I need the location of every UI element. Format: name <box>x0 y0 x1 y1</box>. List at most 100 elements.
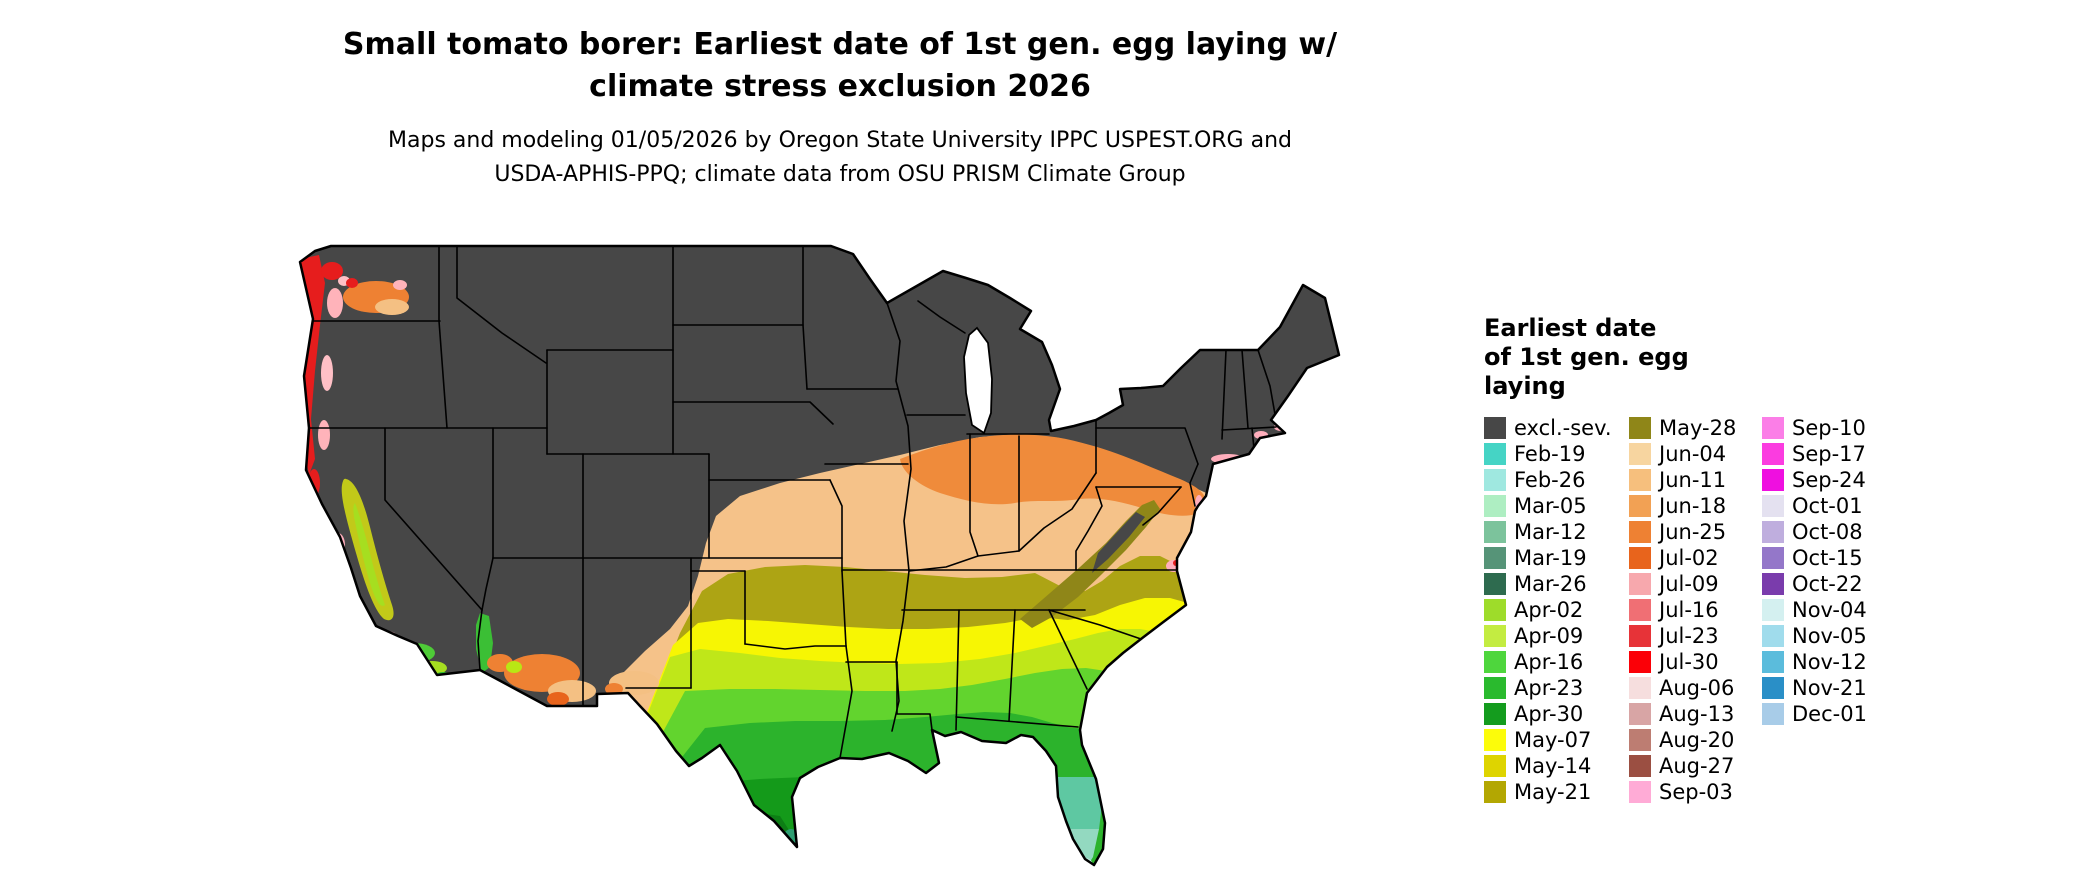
legend-item: Nov-21 <box>1762 675 1912 701</box>
legend-swatch <box>1629 443 1651 465</box>
page-subtitle-line-1: Maps and modeling 01/05/2026 by Oregon S… <box>388 128 1292 153</box>
legend-item: Feb-19 <box>1484 441 1629 467</box>
legend-label: Oct-08 <box>1792 520 1863 544</box>
legend-swatch <box>1629 495 1651 517</box>
us-choropleth-svg <box>298 244 1341 867</box>
legend-item: Mar-05 <box>1484 493 1629 519</box>
legend-label: Sep-03 <box>1659 780 1733 804</box>
legend-label: Oct-15 <box>1792 546 1863 570</box>
legend-swatch <box>1629 573 1651 595</box>
legend-label: May-21 <box>1514 780 1592 804</box>
legend-label: Jun-04 <box>1659 442 1727 466</box>
legend-item: excl.-sev. <box>1484 415 1629 441</box>
legend-item: Oct-22 <box>1762 571 1912 597</box>
legend-item: May-14 <box>1484 753 1629 779</box>
legend-label: May-28 <box>1659 416 1737 440</box>
legend-item: Jun-18 <box>1629 493 1762 519</box>
legend-title: Earliest date of 1st gen. egg laying <box>1484 314 2084 401</box>
legend-item: Apr-30 <box>1484 701 1629 727</box>
legend-label: Apr-02 <box>1514 598 1584 622</box>
legend-columns: excl.-sev. Feb-19 Feb-26 Mar-05 Mar-12 Mar-19… <box>1484 415 2084 805</box>
legend-item: Sep-03 <box>1629 779 1762 805</box>
legend-item: Jun-04 <box>1629 441 1762 467</box>
legend-column-2: May-28 Jun-04 Jun-11 Jun-18 Jun-25 Jul-02 Jul-… <box>1629 415 1762 805</box>
legend-swatch <box>1484 625 1506 647</box>
legend-item: Jul-09 <box>1629 571 1762 597</box>
legend-column-3: Sep-10 Sep-17 Sep-24 Oct-01 Oct-08 Oct-15 Oct-… <box>1762 415 1912 805</box>
legend-swatch <box>1629 781 1651 803</box>
legend-swatch <box>1484 469 1506 491</box>
page-subtitle-line-2: USDA-APHIS-PPQ; climate data from OSU PR… <box>494 162 1186 187</box>
page-title-line-2: climate stress exclusion 2026 <box>589 69 1091 104</box>
legend-swatch <box>1629 469 1651 491</box>
map-header: Small tomato borer: Earliest date of 1st… <box>60 24 1620 192</box>
legend-swatch <box>1484 755 1506 777</box>
legend-label: Sep-10 <box>1792 416 1866 440</box>
legend-swatch <box>1762 651 1784 673</box>
legend-swatch <box>1629 729 1651 751</box>
legend-label: Sep-24 <box>1792 468 1866 492</box>
legend-item: Jun-11 <box>1629 467 1762 493</box>
legend-column-1: excl.-sev. Feb-19 Feb-26 Mar-05 Mar-12 Mar-19… <box>1484 415 1629 805</box>
legend-label: Aug-06 <box>1659 676 1735 700</box>
legend-title-line-1: Earliest date <box>1484 314 1657 342</box>
legend-swatch <box>1762 521 1784 543</box>
legend-label: Jul-30 <box>1659 650 1719 674</box>
legend-swatch <box>1484 703 1506 725</box>
legend-label: Mar-19 <box>1514 546 1587 570</box>
us-map <box>240 221 1450 886</box>
legend-swatch <box>1762 573 1784 595</box>
legend-item: Sep-24 <box>1762 467 1912 493</box>
legend-label: Dec-01 <box>1792 702 1867 726</box>
legend-swatch <box>1629 625 1651 647</box>
legend-item: Sep-17 <box>1762 441 1912 467</box>
legend-label: Sep-17 <box>1792 442 1866 466</box>
legend-item: Aug-13 <box>1629 701 1762 727</box>
legend-swatch <box>1484 495 1506 517</box>
legend-item: Sep-10 <box>1762 415 1912 441</box>
legend-item: May-21 <box>1484 779 1629 805</box>
legend-label: May-14 <box>1514 754 1592 778</box>
legend-item: Jun-25 <box>1629 519 1762 545</box>
legend-label: Jun-18 <box>1659 494 1727 518</box>
legend-label: Feb-26 <box>1514 468 1586 492</box>
legend-item: Feb-26 <box>1484 467 1629 493</box>
legend-swatch <box>1762 703 1784 725</box>
legend-item: Jul-23 <box>1629 623 1762 649</box>
legend-title-line-3: laying <box>1484 372 1566 400</box>
legend-item: Apr-09 <box>1484 623 1629 649</box>
legend-swatch <box>1629 521 1651 543</box>
legend-label: Jul-09 <box>1659 572 1719 596</box>
legend-item: Jul-16 <box>1629 597 1762 623</box>
legend-label: Jun-11 <box>1659 468 1727 492</box>
legend-item: Nov-04 <box>1762 597 1912 623</box>
legend-label: Feb-19 <box>1514 442 1586 466</box>
legend-label: excl.-sev. <box>1514 416 1612 440</box>
legend-label: Nov-12 <box>1792 650 1867 674</box>
legend-swatch <box>1629 417 1651 439</box>
legend-item: Nov-05 <box>1762 623 1912 649</box>
legend-title-line-2: of 1st gen. egg <box>1484 343 1689 371</box>
legend-label: Apr-30 <box>1514 702 1584 726</box>
legend-item: Jul-30 <box>1629 649 1762 675</box>
legend-label: Apr-23 <box>1514 676 1584 700</box>
legend-swatch <box>1484 573 1506 595</box>
legend-item: Nov-12 <box>1762 649 1912 675</box>
legend-label: Apr-09 <box>1514 624 1584 648</box>
legend-label: Mar-26 <box>1514 572 1587 596</box>
legend-label: Aug-27 <box>1659 754 1735 778</box>
legend-label: Mar-12 <box>1514 520 1587 544</box>
legend-swatch <box>1762 469 1784 491</box>
legend-swatch <box>1629 677 1651 699</box>
legend-swatch <box>1484 521 1506 543</box>
legend-swatch <box>1629 547 1651 569</box>
legend-label: Jul-02 <box>1659 546 1719 570</box>
legend-item: May-28 <box>1629 415 1762 441</box>
legend-label: Jun-25 <box>1659 520 1727 544</box>
legend-label: Oct-22 <box>1792 572 1863 596</box>
legend-label: Nov-04 <box>1792 598 1867 622</box>
legend-label: May-07 <box>1514 728 1592 752</box>
legend-swatch <box>1484 547 1506 569</box>
legend-item: Apr-16 <box>1484 649 1629 675</box>
legend-item: Aug-27 <box>1629 753 1762 779</box>
